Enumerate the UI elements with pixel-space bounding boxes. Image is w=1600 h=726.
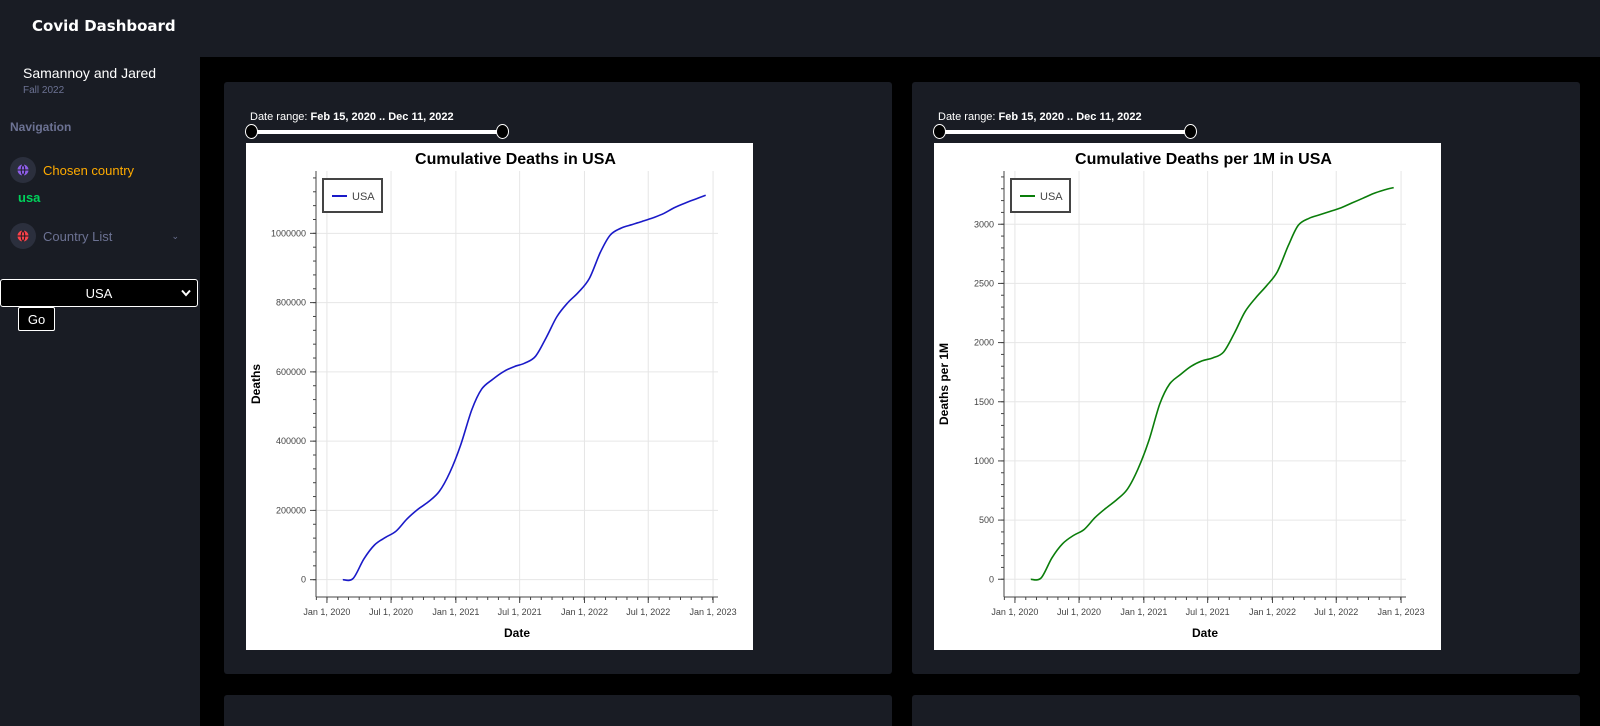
chart-title: Cumulative Deaths per 1M in USA	[1075, 151, 1332, 168]
chart-card-deaths-per-1m: Date range: Feb 15, 2020 .. Dec 11, 2022…	[912, 82, 1580, 674]
date-range-title: Date range:	[250, 111, 308, 123]
nav-heading: Navigation	[10, 120, 72, 134]
y-tick-label: 1000000	[271, 228, 306, 238]
y-axis-label: Deaths per 1M	[937, 343, 951, 425]
x-axis-label: Date	[504, 626, 530, 640]
x-tick-label: Jul 1, 2022	[1314, 607, 1358, 617]
y-tick-label: 500	[979, 515, 994, 525]
chart-plot[interactable]: 0 200000 400000 600000 800000 1000000 Jan 1, 2…	[246, 143, 753, 650]
y-tick-label: 1000	[974, 456, 994, 466]
y-tick-label: 1500	[974, 397, 994, 407]
sidebar-item-country-list[interactable]: Country List ⌄	[10, 223, 179, 249]
app-title[interactable]: Covid Dashboard	[32, 17, 176, 35]
sidebar-item-label: Chosen country	[43, 162, 135, 178]
date-range-end-handle[interactable]	[496, 124, 509, 139]
line-chart: 0 500 1000 1500 2000 2500 3000 Jan 1, 2020 Jul 1…	[937, 151, 1425, 640]
x-tick-label: Jan 1, 2021	[1120, 607, 1167, 617]
country-select[interactable]: USA	[0, 279, 198, 307]
globe-icon	[10, 157, 36, 183]
x-tick-label: Jan 1, 2022	[561, 607, 608, 617]
sidebar-item-label: Country List	[43, 228, 113, 244]
sidebar: Samannoy and Jared Fall 2022 Navigation …	[0, 57, 200, 726]
chart-card-placeholder	[912, 695, 1580, 726]
x-tick-label: Jan 1, 2023	[1378, 607, 1425, 617]
chevron-down-icon	[181, 289, 191, 297]
y-tick-label: 2500	[974, 278, 994, 288]
y-tick-label: 0	[989, 574, 994, 584]
date-range-start-handle[interactable]	[933, 124, 946, 139]
go-button[interactable]: Go	[18, 307, 55, 331]
x-tick-label: Jul 1, 2020	[1057, 607, 1101, 617]
chart-plot[interactable]: 0 500 1000 1500 2000 2500 3000 Jan 1, 2020 Jul 1…	[934, 143, 1441, 650]
x-tick-label: Jul 1, 2021	[1186, 607, 1230, 617]
date-range-value: Feb 15, 2020 .. Dec 11, 2022	[310, 111, 454, 123]
legend: USA	[322, 178, 383, 213]
y-tick-label: 200000	[276, 505, 306, 515]
date-range-start-handle[interactable]	[245, 124, 258, 139]
legend-label: USA	[1040, 191, 1063, 203]
user-name: Samannoy and Jared	[23, 65, 157, 81]
date-range-label: Date range: Feb 15, 2020 .. Dec 11, 2022	[250, 111, 454, 123]
user-subtitle: Fall 2022	[23, 85, 65, 96]
x-tick-label: Jan 1, 2022	[1249, 607, 1296, 617]
date-range-slider[interactable]	[939, 130, 1189, 134]
chart-card-placeholder	[224, 695, 892, 726]
x-tick-label: Jan 1, 2021	[432, 607, 479, 617]
y-tick-label: 0	[301, 575, 306, 585]
y-axis-label: Deaths	[249, 364, 263, 404]
date-range-value: Feb 15, 2020 .. Dec 11, 2022	[998, 111, 1142, 123]
x-tick-label: Jul 1, 2022	[626, 607, 670, 617]
country-select-value: USA	[85, 285, 113, 301]
chevron-down-icon: ⌄	[171, 231, 179, 241]
legend: USA	[1010, 178, 1071, 213]
top-bar: Covid Dashboard	[0, 0, 1600, 57]
globe-icon	[10, 223, 36, 249]
date-range-end-handle[interactable]	[1184, 124, 1197, 139]
chosen-country-value: usa	[18, 190, 41, 205]
line-chart: 0 200000 400000 600000 800000 1000000 Jan 1, 2…	[249, 151, 737, 640]
date-range-title: Date range:	[938, 111, 996, 123]
date-range-label: Date range: Feb 15, 2020 .. Dec 11, 2022	[938, 111, 1142, 123]
y-tick-label: 600000	[276, 367, 306, 377]
legend-label: USA	[352, 191, 375, 203]
x-tick-label: Jul 1, 2020	[369, 607, 413, 617]
legend-box	[322, 178, 383, 213]
x-axis-label: Date	[1192, 626, 1218, 640]
x-tick-label: Jan 1, 2020	[303, 607, 350, 617]
y-tick-label: 400000	[276, 436, 306, 446]
y-tick-label: 3000	[974, 219, 994, 229]
x-tick-label: Jan 1, 2020	[991, 607, 1038, 617]
date-range-slider[interactable]	[251, 130, 501, 134]
y-tick-label: 2000	[974, 338, 994, 348]
chart-card-deaths: Date range: Feb 15, 2020 .. Dec 11, 2022…	[224, 82, 892, 674]
x-tick-label: Jan 1, 2023	[690, 607, 737, 617]
chart-title: Cumulative Deaths in USA	[415, 151, 616, 168]
series-line	[1030, 186, 1394, 581]
x-tick-label: Jul 1, 2021	[498, 607, 542, 617]
sidebar-item-chosen-country[interactable]: Chosen country	[10, 157, 134, 183]
series-line	[342, 194, 706, 582]
y-tick-label: 800000	[276, 298, 306, 308]
